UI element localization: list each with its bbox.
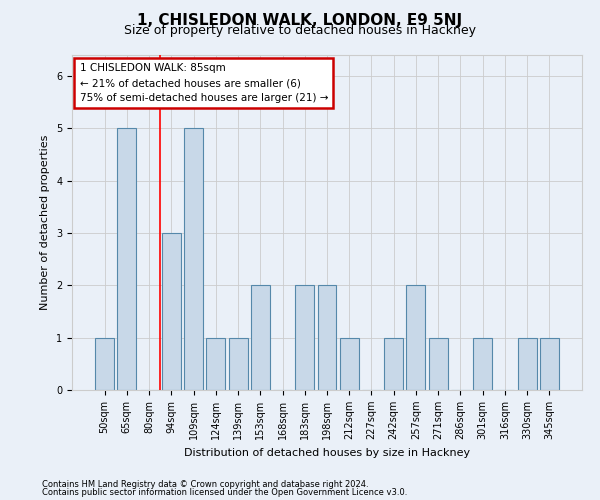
Bar <box>406 286 425 390</box>
Bar <box>184 128 203 390</box>
Bar <box>317 286 337 390</box>
Bar <box>229 338 248 390</box>
Y-axis label: Number of detached properties: Number of detached properties <box>40 135 50 310</box>
Text: 1, CHISLEDON WALK, LONDON, E9 5NJ: 1, CHISLEDON WALK, LONDON, E9 5NJ <box>137 12 463 28</box>
Bar <box>429 338 448 390</box>
Bar <box>384 338 403 390</box>
Bar <box>340 338 359 390</box>
Bar <box>251 286 270 390</box>
Bar <box>95 338 114 390</box>
Bar <box>118 128 136 390</box>
Bar <box>518 338 536 390</box>
X-axis label: Distribution of detached houses by size in Hackney: Distribution of detached houses by size … <box>184 448 470 458</box>
Text: 1 CHISLEDON WALK: 85sqm
← 21% of detached houses are smaller (6)
75% of semi-det: 1 CHISLEDON WALK: 85sqm ← 21% of detache… <box>80 64 328 103</box>
Bar <box>295 286 314 390</box>
Bar <box>206 338 225 390</box>
Text: Size of property relative to detached houses in Hackney: Size of property relative to detached ho… <box>124 24 476 37</box>
Text: Contains HM Land Registry data © Crown copyright and database right 2024.: Contains HM Land Registry data © Crown c… <box>42 480 368 489</box>
Bar <box>473 338 492 390</box>
Bar <box>162 233 181 390</box>
Text: Contains public sector information licensed under the Open Government Licence v3: Contains public sector information licen… <box>42 488 407 497</box>
Bar <box>540 338 559 390</box>
